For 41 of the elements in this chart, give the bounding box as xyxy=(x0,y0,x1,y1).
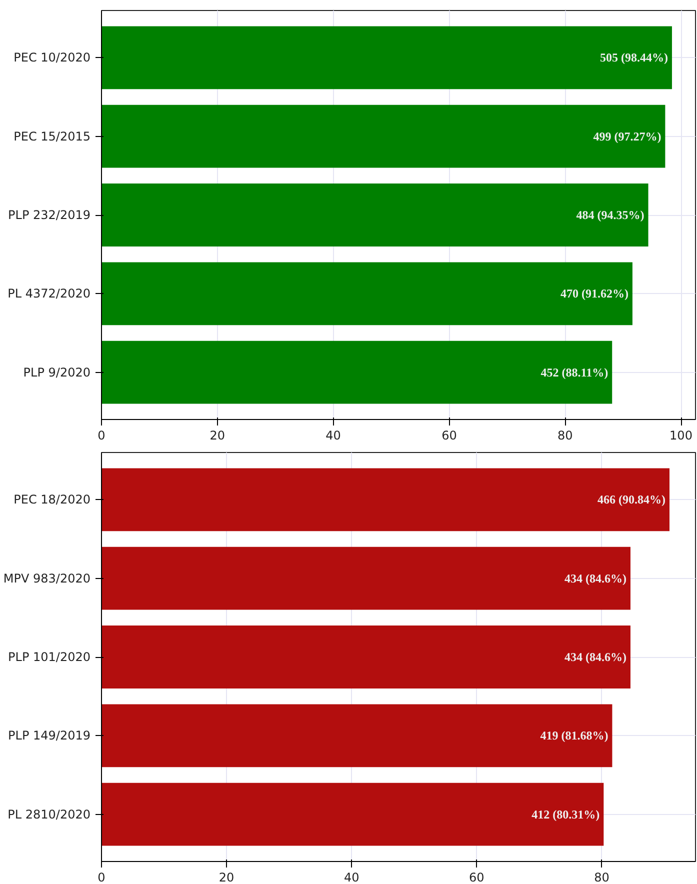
y-tick-label: PEC 10/2020 xyxy=(14,50,91,65)
data-label: 412 (80.31%) xyxy=(532,807,600,822)
y-tick-label: PEC 15/2015 xyxy=(14,129,91,144)
data-label: 484 (94.35%) xyxy=(576,208,644,222)
data-label: 434 (84.6%) xyxy=(564,650,626,664)
data-label: 505 (98.44%) xyxy=(600,50,668,65)
x-tick-label: 60 xyxy=(469,870,484,884)
x-tick-label: 0 xyxy=(98,870,106,884)
bar xyxy=(102,262,632,326)
y-tick-label: PLP 9/2020 xyxy=(23,365,91,380)
x-tick-label: 20 xyxy=(218,870,234,884)
y-tick-label: PL 2810/2020 xyxy=(8,807,90,822)
y-tick-label: PLP 101/2020 xyxy=(8,650,91,664)
y-tick-label: PL 4372/2020 xyxy=(8,286,90,301)
bar xyxy=(102,104,666,168)
bar xyxy=(102,626,630,688)
y-tick-label: PLP 232/2019 xyxy=(8,208,91,222)
bar xyxy=(102,468,670,532)
y-tick-label: MPV 983/2020 xyxy=(3,571,91,586)
x-tick-label: 60 xyxy=(442,428,457,442)
data-label: 419 (81.68%) xyxy=(540,728,608,743)
bar xyxy=(102,704,612,768)
bar xyxy=(102,782,604,846)
x-tick-label: 40 xyxy=(326,428,341,442)
bar xyxy=(102,340,612,404)
bar xyxy=(102,184,648,246)
x-tick-label: 40 xyxy=(344,870,360,884)
data-label: 434 (84.6%) xyxy=(564,571,626,586)
data-label: 499 (97.27%) xyxy=(593,129,662,144)
data-label: 466 (90.84%) xyxy=(597,492,666,507)
x-tick-label: 80 xyxy=(594,870,610,884)
data-label: 470 (91.62%) xyxy=(560,286,628,301)
x-tick-label: 20 xyxy=(210,428,226,442)
x-tick-label: 100 xyxy=(670,428,692,442)
x-tick-label: 0 xyxy=(98,428,106,442)
bar xyxy=(102,26,672,90)
x-tick-label: 80 xyxy=(557,428,573,442)
y-tick-label: PEC 18/2020 xyxy=(14,492,91,507)
data-label: 452 (88.11%) xyxy=(540,365,608,380)
bar xyxy=(102,546,630,610)
y-tick-label: PLP 149/2019 xyxy=(8,728,91,743)
